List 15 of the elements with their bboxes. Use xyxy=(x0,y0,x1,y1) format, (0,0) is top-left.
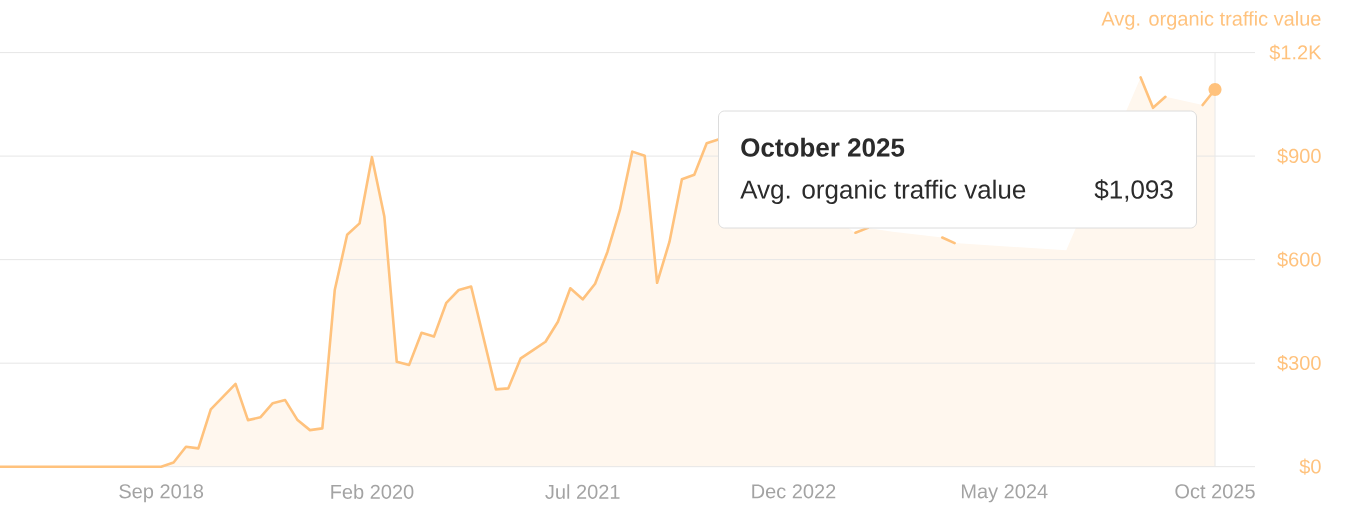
annotation: October 2025 xyxy=(741,137,905,157)
y-tick-label: $300 xyxy=(1277,355,1321,372)
x-tick-label: Feb 2020 xyxy=(331,484,414,499)
x-tick-label: Dec 2022 xyxy=(752,484,836,499)
x-tick-label: May 2024 xyxy=(961,484,1048,503)
x-tick-label: Oct 2025 xyxy=(1175,484,1255,499)
y-tick-label: $1.2K xyxy=(1269,44,1322,61)
x-tick-label: Sep 2018 xyxy=(119,484,204,503)
y-tick-label: $0 xyxy=(1299,458,1321,475)
y-tick-label: $900 xyxy=(1277,148,1321,165)
annotation: Avg. organic traffic value xyxy=(740,179,1026,204)
annotation: $1,093 xyxy=(1094,179,1173,202)
x-tick-label: Jul 2021 xyxy=(545,484,620,499)
y-axis-title: Avg. organic traffic value xyxy=(1101,11,1321,30)
y-tick-label: $600 xyxy=(1277,251,1321,268)
